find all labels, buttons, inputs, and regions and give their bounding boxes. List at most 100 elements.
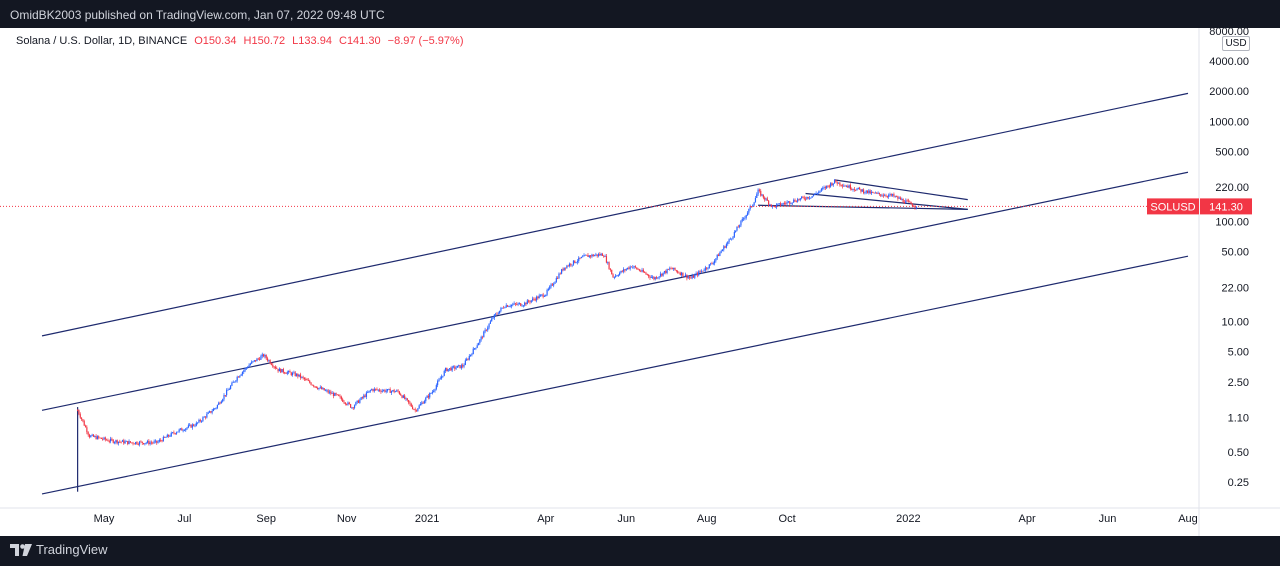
candle-body: [516, 303, 518, 305]
candle-body: [483, 331, 485, 338]
candle-body: [390, 391, 393, 393]
trendline[interactable]: [834, 179, 968, 201]
candle-body: [615, 275, 617, 277]
candle-body: [297, 373, 299, 377]
trendline[interactable]: [41, 171, 1189, 411]
candle-body: [554, 281, 556, 284]
candle-body: [139, 441, 141, 445]
candles[interactable]: [77, 179, 917, 447]
candle-body: [223, 395, 225, 400]
candle-body: [667, 269, 670, 270]
candle-body: [892, 194, 894, 196]
candle-body: [310, 382, 312, 385]
candle-body: [294, 372, 296, 376]
chart-area[interactable]: 0.25 0.50 1.10 2.50 5.00 10.00 22.00 50.00 100.0…: [0, 28, 1280, 536]
plot-area[interactable]: [41, 92, 1189, 495]
candle-body: [241, 371, 244, 375]
candle-body: [648, 274, 650, 277]
x-tick-label: May: [94, 513, 115, 525]
candle-body: [112, 439, 114, 443]
candle-body: [365, 392, 368, 397]
candle-body: [344, 402, 346, 405]
trendline[interactable]: [41, 92, 1189, 337]
price-chart[interactable]: 0.25 0.50 1.10 2.50 5.00 10.00 22.00 50.00 100.0…: [0, 28, 1280, 536]
candle-body: [644, 272, 646, 273]
candle-body: [415, 410, 418, 412]
candle-body: [658, 276, 660, 278]
candle-body: [346, 404, 348, 405]
candle-body: [236, 376, 238, 381]
candle-body: [458, 365, 460, 366]
x-tick-label: Jun: [617, 513, 635, 525]
candle-body: [203, 416, 205, 418]
candle-body: [609, 269, 611, 270]
y-tick-label: 22.00: [1221, 282, 1249, 294]
candle-body: [771, 205, 774, 207]
tradingview-logo[interactable]: TradingView: [10, 542, 108, 557]
candle-body: [397, 390, 399, 392]
candle-body: [132, 442, 134, 444]
candle-body: [549, 286, 551, 289]
candle-body: [77, 410, 79, 412]
footer: TradingView: [0, 536, 1280, 566]
candle-body: [499, 310, 501, 314]
candle-body: [630, 266, 633, 268]
candle-body: [670, 268, 672, 270]
candle-body: [269, 360, 271, 364]
candle-body: [583, 255, 585, 257]
candle-body: [620, 270, 622, 273]
candle-body: [655, 277, 658, 279]
candle-body: [309, 380, 311, 383]
candle-body: [207, 412, 209, 414]
candle-body: [107, 440, 109, 442]
candle-body: [290, 372, 292, 376]
candle-body: [729, 238, 731, 240]
candle-body: [535, 296, 538, 301]
candle-body: [256, 358, 258, 362]
candle-body: [551, 284, 553, 286]
candle-body: [284, 372, 286, 374]
candle-body: [646, 274, 648, 275]
candle-body: [177, 431, 179, 433]
candle-body: [739, 225, 741, 227]
candle-body: [219, 402, 221, 404]
y-tick-label: 5.00: [1228, 347, 1249, 359]
candle-body: [802, 196, 804, 198]
candle-body: [579, 257, 581, 259]
candle-body: [489, 321, 491, 324]
candle-body: [632, 266, 634, 268]
candle-body: [566, 265, 568, 269]
candle-body: [675, 270, 677, 272]
candle-body: [338, 394, 340, 396]
candle-body: [372, 389, 374, 391]
candle-body: [179, 428, 182, 430]
candle-body: [708, 264, 710, 269]
candle-body: [307, 380, 310, 382]
trendline[interactable]: [758, 204, 968, 210]
candle-body: [857, 187, 859, 189]
candle-body: [749, 206, 751, 209]
candle-body: [599, 254, 601, 256]
candle-body: [272, 364, 274, 367]
trendline[interactable]: [805, 192, 968, 210]
candle-body: [252, 361, 254, 362]
candle-body: [371, 389, 373, 391]
candle-body: [517, 303, 519, 305]
candle-body: [446, 368, 448, 372]
candle-body: [524, 302, 526, 306]
currency-label[interactable]: USD: [1222, 36, 1250, 51]
candle-body: [619, 272, 621, 276]
candle-body: [702, 270, 704, 272]
candle-body: [401, 395, 403, 398]
candle-body: [851, 188, 853, 190]
candle-body: [704, 267, 706, 271]
trendline[interactable]: [41, 255, 1189, 495]
candle-body: [467, 359, 469, 360]
candle-body: [592, 254, 594, 257]
candle-body: [353, 405, 356, 408]
candle-body: [533, 298, 535, 300]
candle-body: [487, 327, 489, 331]
candle-body: [803, 197, 805, 199]
candle-body: [182, 430, 184, 432]
candle-body: [882, 195, 884, 197]
